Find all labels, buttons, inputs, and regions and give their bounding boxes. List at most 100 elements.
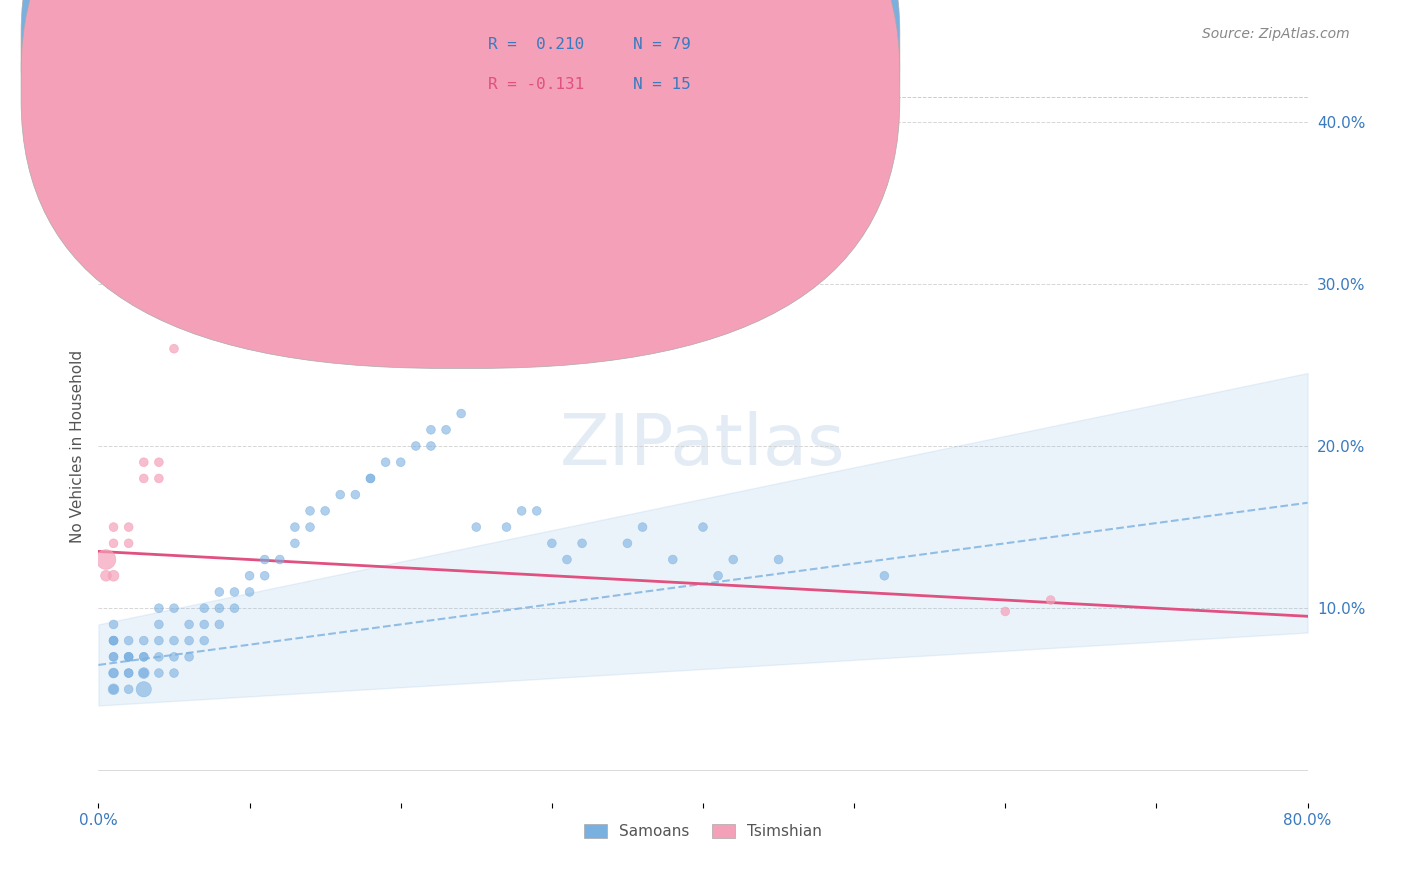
Text: Source: ZipAtlas.com: Source: ZipAtlas.com	[1202, 27, 1350, 41]
Point	[208, 617, 231, 632]
Point	[148, 649, 170, 664]
Point	[94, 568, 117, 582]
Point	[148, 666, 170, 681]
Point	[692, 520, 714, 534]
Point	[434, 423, 457, 437]
Point	[103, 536, 125, 550]
Point	[132, 471, 155, 485]
Legend: Samoans, Tsimshian: Samoans, Tsimshian	[578, 818, 828, 845]
Point	[510, 504, 533, 518]
Point	[224, 601, 246, 615]
Text: ZIPatlas: ZIPatlas	[560, 411, 846, 481]
Point	[118, 649, 141, 664]
Point	[103, 682, 125, 697]
Point	[118, 649, 141, 664]
Point	[103, 682, 125, 697]
Point	[253, 568, 276, 582]
Point	[616, 536, 638, 550]
Point	[132, 455, 155, 469]
Point	[360, 471, 382, 485]
Point	[118, 666, 141, 681]
Point	[179, 649, 201, 664]
Point	[103, 649, 125, 664]
Point	[118, 682, 141, 697]
Point	[118, 633, 141, 648]
Point	[148, 471, 170, 485]
Point	[148, 633, 170, 648]
Point	[284, 520, 307, 534]
Point	[571, 536, 593, 550]
Point	[768, 552, 790, 566]
Point	[661, 552, 683, 566]
Point	[299, 520, 322, 534]
Point	[103, 633, 125, 648]
Point	[118, 520, 141, 534]
Point	[103, 617, 125, 632]
Text: R =  0.210: R = 0.210	[488, 37, 583, 52]
Point	[495, 520, 517, 534]
Point	[148, 601, 170, 615]
Text: R = -0.131: R = -0.131	[488, 78, 583, 92]
Point	[253, 552, 276, 566]
Point	[118, 536, 141, 550]
Point	[103, 633, 125, 648]
Point	[239, 585, 262, 599]
Point	[284, 536, 307, 550]
Point	[360, 471, 382, 485]
Point	[329, 488, 352, 502]
Point	[208, 601, 231, 615]
Point	[148, 455, 170, 469]
Point	[132, 666, 155, 681]
Point	[465, 520, 488, 534]
Point	[631, 520, 654, 534]
Point	[389, 455, 412, 469]
Point	[163, 649, 186, 664]
Point	[723, 552, 745, 566]
Point	[118, 649, 141, 664]
Point	[163, 228, 186, 243]
Point	[103, 633, 125, 648]
Point	[163, 633, 186, 648]
Point	[179, 617, 201, 632]
Point	[103, 568, 125, 582]
Point	[132, 682, 155, 697]
Point	[314, 504, 336, 518]
Point	[132, 633, 155, 648]
Point	[450, 407, 472, 421]
Point	[224, 585, 246, 599]
Point	[118, 666, 141, 681]
Point	[1039, 593, 1062, 607]
Point	[132, 649, 155, 664]
Point	[132, 649, 155, 664]
Point	[163, 666, 186, 681]
Point	[94, 552, 117, 566]
Point	[540, 536, 562, 550]
Text: SAMOAN VS TSIMSHIAN NO VEHICLES IN HOUSEHOLD CORRELATION CHART: SAMOAN VS TSIMSHIAN NO VEHICLES IN HOUSE…	[56, 27, 742, 45]
Text: N = 15: N = 15	[633, 78, 690, 92]
Point	[299, 504, 322, 518]
Point	[420, 439, 443, 453]
Point	[405, 439, 427, 453]
Text: N = 79: N = 79	[633, 37, 690, 52]
Point	[707, 568, 730, 582]
Point	[873, 568, 896, 582]
Point	[344, 488, 367, 502]
Y-axis label: No Vehicles in Household: No Vehicles in Household	[69, 350, 84, 542]
Point	[132, 666, 155, 681]
Point	[374, 455, 396, 469]
Point	[555, 552, 578, 566]
Point	[239, 568, 262, 582]
Point	[148, 617, 170, 632]
Point	[193, 601, 215, 615]
Point	[163, 601, 186, 615]
Point	[103, 649, 125, 664]
Point	[269, 552, 291, 566]
Point	[103, 520, 125, 534]
Point	[103, 666, 125, 681]
Point	[179, 633, 201, 648]
Point	[208, 585, 231, 599]
Point	[193, 617, 215, 632]
Point	[420, 423, 443, 437]
Point	[526, 504, 548, 518]
Point	[163, 342, 186, 356]
